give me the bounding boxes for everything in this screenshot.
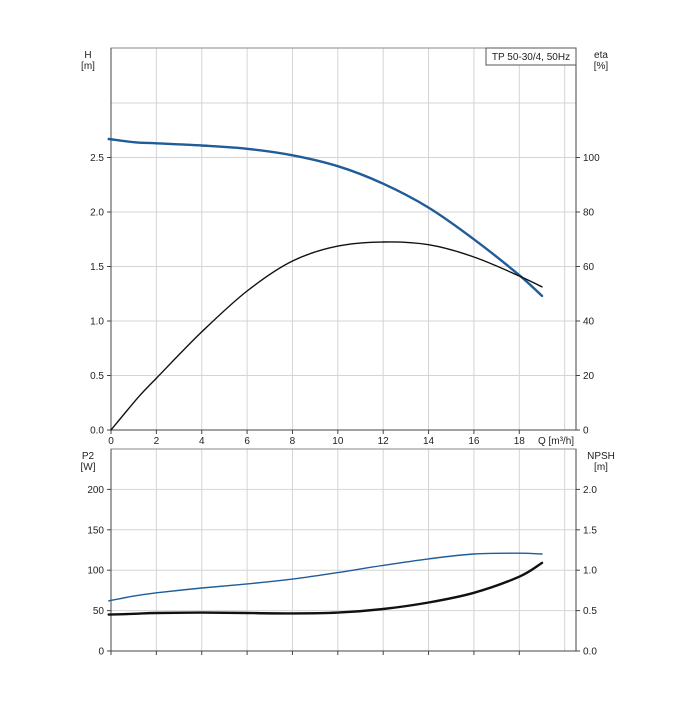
y-right-tick-label: 0.0 — [583, 647, 597, 658]
y-left-tick-label: 50 — [93, 606, 105, 617]
y-right-axis-label: NPSH — [587, 451, 615, 462]
x-tick-label: 12 — [378, 436, 390, 447]
y-right-tick-label: 40 — [583, 317, 595, 328]
x-tick-label: 0 — [108, 436, 114, 447]
y-left-tick-label: 0 — [98, 647, 104, 658]
y-right-tick-label: 1.5 — [583, 525, 597, 536]
series-line-1 — [108, 552, 543, 602]
series-line-2 — [107, 561, 544, 616]
y-right-tick-label: 0 — [583, 426, 589, 437]
y-left-tick-label: 1.0 — [90, 317, 104, 328]
x-tick-label: 4 — [199, 436, 205, 447]
y-right-axis-unit: [m] — [594, 462, 608, 473]
y-left-tick-label: 2.0 — [90, 208, 104, 219]
y-left-tick-label: 0.0 — [90, 426, 104, 437]
y-left-axis-unit: [W] — [81, 462, 96, 473]
y-left-tick-label: 2.5 — [90, 153, 104, 164]
chart-panel-2: 0 50 100 150 200 0.0 0.5 1.0 1.5 2.0 P2[W] NPSH[m] — [81, 448, 615, 658]
plot-frame — [110, 47, 577, 431]
plot-frame — [110, 448, 577, 652]
x-tick-label: 18 — [514, 436, 526, 447]
y-right-axis-unit: [%] — [594, 61, 609, 72]
series-line-2 — [110, 241, 543, 431]
x-tick-label: 8 — [290, 436, 296, 447]
x-tick-label: 16 — [468, 436, 480, 447]
y-left-tick-label: 1.5 — [90, 262, 104, 273]
x-tick-label: 10 — [332, 436, 344, 447]
series-line-1 — [107, 137, 544, 298]
y-left-axis-unit: [m] — [81, 61, 95, 72]
y-left-tick-label: 100 — [87, 566, 104, 577]
title-box — [485, 47, 577, 66]
y-right-tick-label: 80 — [583, 208, 595, 219]
y-right-tick-label: 20 — [583, 371, 595, 382]
y-left-tick-label: 0.5 — [90, 371, 104, 382]
chart-panel-1: 0 2 4 6 8 10 12 14 16 18 0.0 0.5 1.0 1.5 2.0 2.5 0 20 40 60… — [81, 47, 609, 447]
x-axis-label: Q [m³/h] — [538, 436, 574, 447]
y-right-tick-label: 60 — [583, 262, 595, 273]
y-left-tick-label: 150 — [87, 525, 104, 536]
y-right-axis-label: eta — [594, 50, 608, 61]
x-tick-label: 6 — [244, 436, 250, 447]
y-right-tick-label: 100 — [583, 153, 600, 164]
x-tick-label: 2 — [154, 436, 160, 447]
x-tick-label: 14 — [423, 436, 435, 447]
y-right-tick-label: 1.0 — [583, 566, 597, 577]
y-right-tick-label: 2.0 — [583, 485, 597, 496]
y-left-tick-label: 200 — [87, 485, 104, 496]
y-left-axis-label: H — [84, 50, 91, 61]
chart-title: TP 50-30/4, 50Hz — [492, 52, 570, 63]
y-left-axis-label: P2 — [82, 451, 95, 462]
y-right-tick-label: 0.5 — [583, 606, 597, 617]
